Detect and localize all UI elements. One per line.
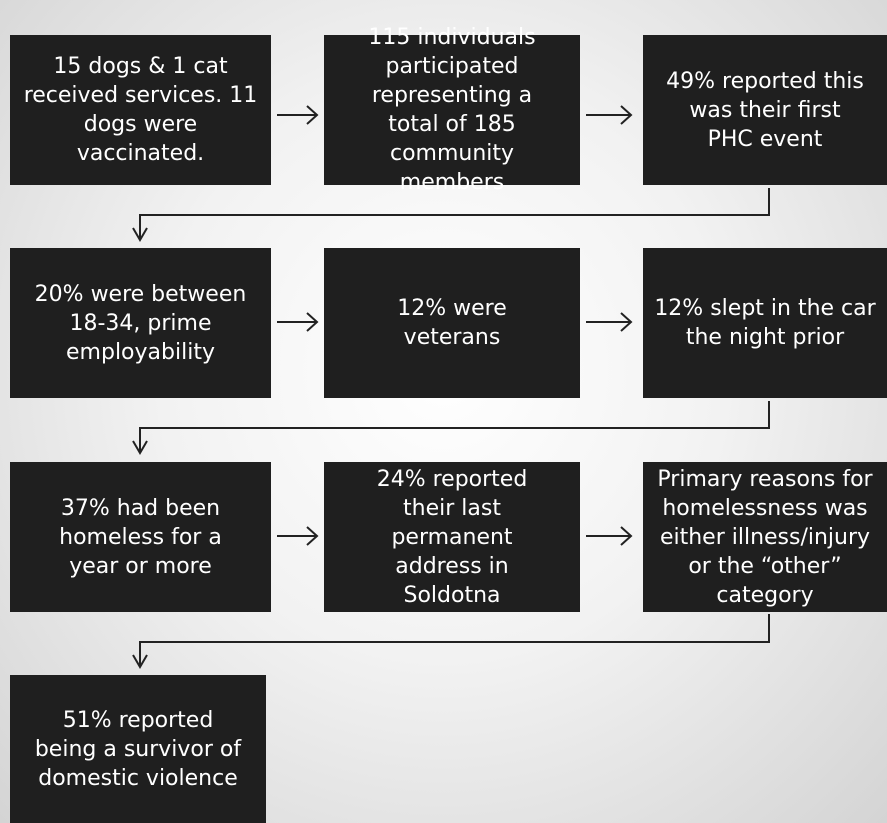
node: 115 individuals participated representin… (324, 25, 580, 195)
connector (132, 188, 770, 242)
node-label: 37% had been homeless for a year or more (59, 495, 222, 579)
node-label: 49% reported this was their first PHC ev… (666, 68, 864, 152)
node: 51% reported being a survivor of domesti… (10, 675, 266, 823)
node: 37% had been homeless for a year or more (10, 462, 271, 612)
node: 20% were between 18-34, prime employabil… (10, 248, 271, 398)
node: 12% slept in the car the night prior (643, 248, 887, 398)
node-label: 51% reported being a survivor of domesti… (34, 707, 242, 791)
node-label: 15 dogs & 1 cat received services. 11 do… (23, 54, 258, 166)
node-label: 24% reported their last permanent addres… (376, 466, 528, 608)
connector (132, 614, 770, 669)
node-label: 12% were veterans (397, 296, 507, 350)
arrow (586, 526, 633, 546)
node: 12% were veterans (324, 248, 580, 398)
node: 15 dogs & 1 cat received services. 11 do… (10, 35, 271, 185)
node: 49% reported this was their first PHC ev… (643, 35, 887, 185)
node-label: 20% were between 18-34, prime employabil… (34, 281, 247, 365)
arrow (586, 105, 633, 125)
arrow (277, 312, 319, 332)
arrow (277, 526, 319, 546)
arrow (277, 105, 319, 125)
arrow (586, 312, 633, 332)
node: Primary reasons for homelessness was eit… (643, 462, 887, 612)
node-label: 115 individuals participated representin… (368, 25, 536, 195)
node: 24% reported their last permanent addres… (324, 462, 580, 612)
node-label: 12% slept in the car the night prior (654, 296, 876, 350)
connector (132, 401, 770, 455)
node-label: Primary reasons for homelessness was eit… (657, 466, 873, 608)
